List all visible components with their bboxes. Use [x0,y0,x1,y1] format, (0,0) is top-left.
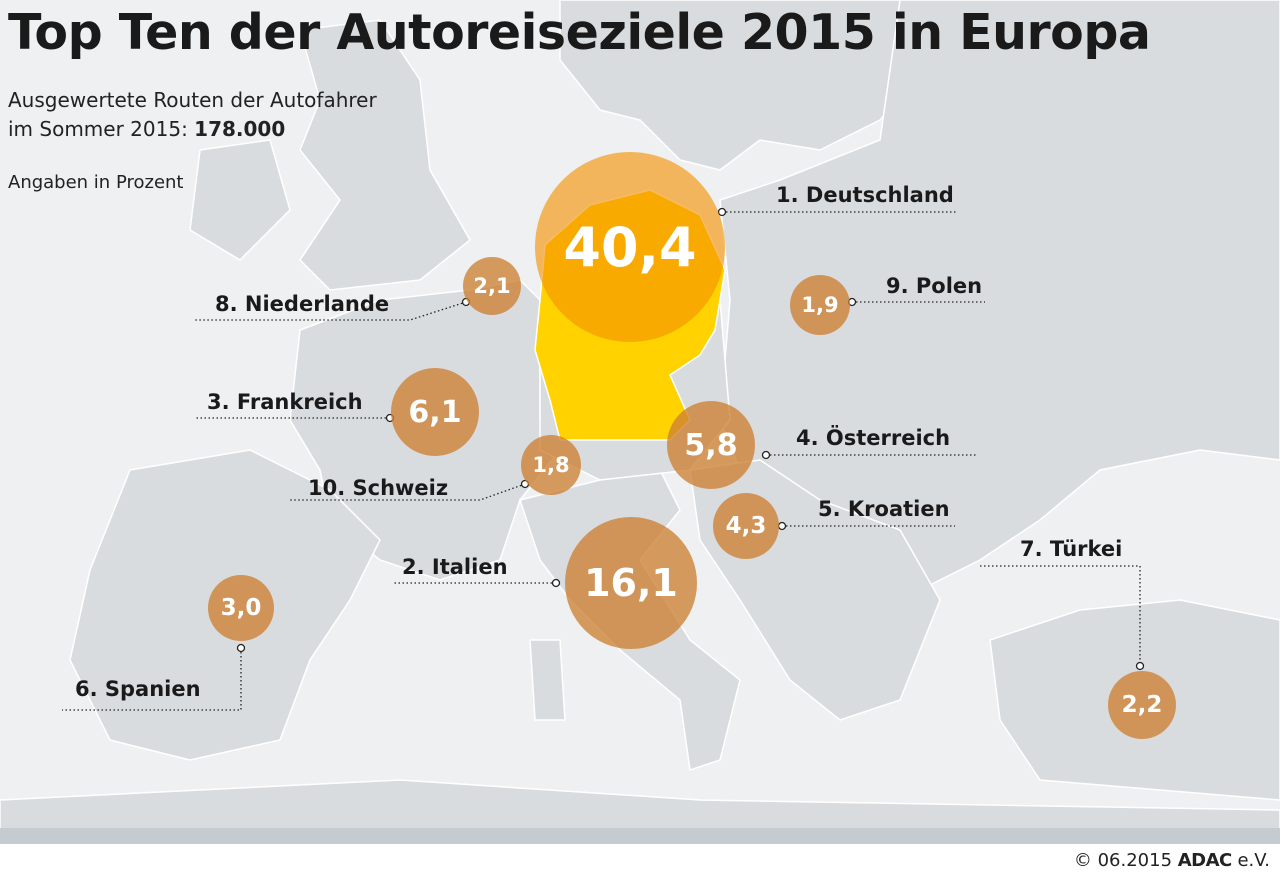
bubble-niederlande: 2,1 [463,257,521,315]
bubble-frankreich: 6,1 [391,368,479,456]
brand-logo: ADAC [1177,850,1233,871]
label-polen: 9. Polen [886,274,983,298]
unit-note: Angaben in Prozent [8,172,184,193]
label-deutschland: 1. Deutschland [776,183,954,207]
land-ireland [189,139,291,261]
label-italien: 2. Italien [402,555,508,579]
label-oesterreich: 4. Österreich [796,426,951,450]
label-kroatien: 5. Kroatien [818,497,950,521]
subtitle-line-1: Ausgewertete Routen der Autofahrer [8,88,377,112]
leader-spanien [62,648,242,711]
label-schweiz: 10. Schweiz [308,476,449,500]
copyright-date: © 06.2015 [1073,850,1173,871]
label-spanien: 6. Spanien [75,677,201,701]
brand-suffix: e.V. [1231,850,1270,871]
land-uk [299,19,471,291]
map-shapes [0,0,1280,844]
bubble-spanien: 3,0 [208,575,274,641]
bubble-polen: 1,9 [790,275,850,335]
bubble-tuerkei: 2,2 [1108,671,1176,739]
subtitle-total: 178.000 [194,117,286,141]
label-frankreich: 3. Frankreich [207,390,363,414]
bubble-kroatien: 4,3 [713,493,779,559]
page-title: Top Ten der Autoreiseziele 2015 in Europ… [8,4,1151,61]
copyright: © 06.2015 ADAC e.V. [1074,850,1270,871]
subtitle-line-2: im Sommer 2015: 178.000 [8,115,377,144]
footer-bar [0,828,1280,844]
label-tuerkei: 7. Türkei [1020,537,1123,561]
label-niederlande: 8. Niederlande [215,292,390,316]
bubble-italien: 16,1 [565,517,697,649]
subtitle-prefix: im Sommer 2015: [8,117,195,141]
bubble-deutschland: 40,4 [535,152,725,342]
subtitle: Ausgewertete Routen der Autofahrer im So… [8,86,377,144]
land-sardinia [529,639,566,721]
leader-tuerkei [980,565,1141,666]
bubble-oesterreich: 5,8 [667,401,755,489]
bubble-schweiz: 1,8 [521,435,581,495]
europe-map [0,0,1280,844]
